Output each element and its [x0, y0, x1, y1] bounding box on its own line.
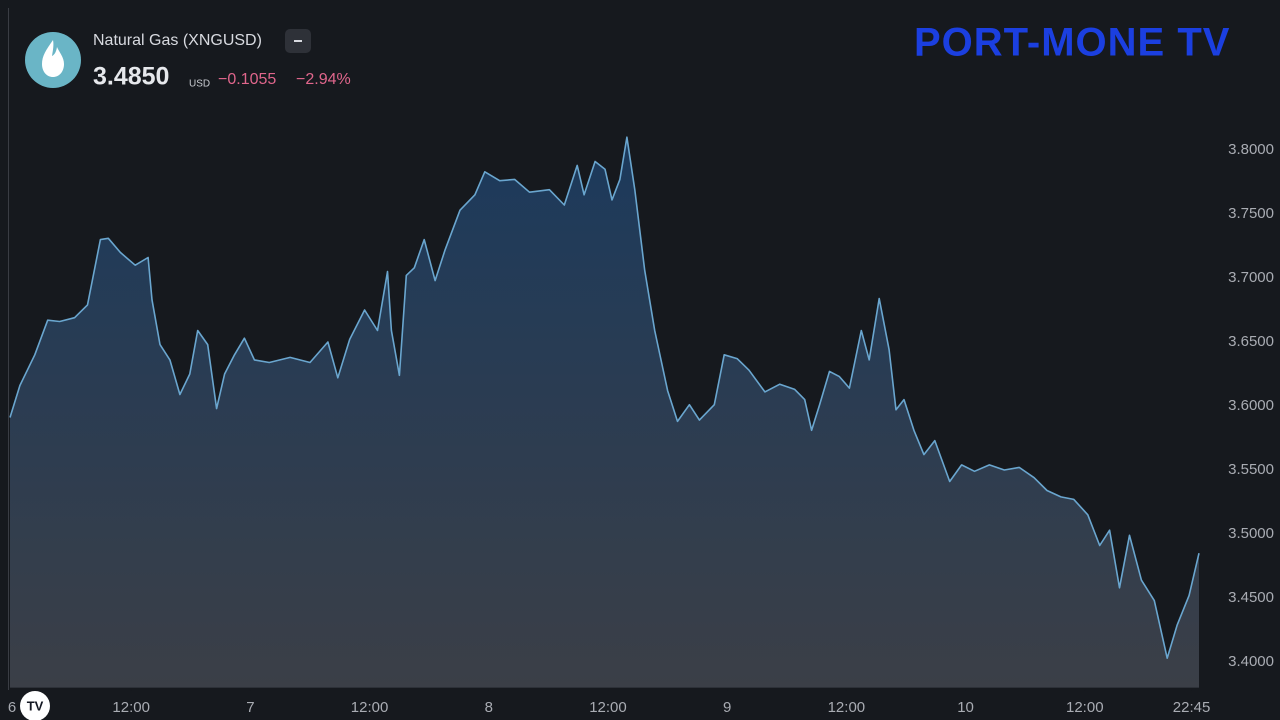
y-tick-label: 3.4500 — [1228, 589, 1274, 606]
x-tick-label: 12:00 — [351, 699, 389, 716]
currency: USD — [189, 79, 210, 90]
price: 3.4850 — [93, 63, 169, 91]
area-fill — [10, 137, 1199, 688]
change: −0.1055 — [218, 71, 276, 88]
x-tick-label: 22:45 — [1173, 699, 1211, 716]
change-percent: −2.94% — [296, 71, 351, 88]
x-tick-label: 12:00 — [112, 699, 150, 716]
y-tick-label: 3.8000 — [1228, 141, 1274, 158]
symbol-title: Natural Gas (XNGUSD) — [93, 32, 262, 49]
price-line — [9, 136, 1200, 659]
plot-area — [9, 136, 1200, 688]
flame-icon — [42, 40, 64, 77]
y-tick-label: 3.4000 — [1228, 653, 1274, 670]
x-tick-label: 12:00 — [589, 699, 627, 716]
tv-logo-mark: TV — [27, 698, 44, 713]
tv-logo — [20, 691, 50, 720]
y-tick-label: 3.7500 — [1228, 205, 1274, 222]
x-tick-label: 8 — [485, 699, 493, 716]
x-tick-label: 10 — [957, 699, 974, 716]
x-tick-label: 12:00 — [1066, 699, 1104, 716]
y-tick-label: 3.7000 — [1228, 269, 1274, 286]
y-tick-label: 3.5500 — [1228, 461, 1274, 478]
x-tick-label: 12:00 — [828, 699, 866, 716]
x-tick-label: 9 — [723, 699, 731, 716]
y-tick-label: 3.6500 — [1228, 333, 1274, 350]
y-tick-label: 3.5000 — [1228, 525, 1274, 542]
x-tick-label: 6 — [8, 699, 16, 716]
x-tick-label: 7 — [246, 699, 254, 716]
brand-logo: PORT-MONE TV — [914, 21, 1230, 65]
y-tick-label: 3.6000 — [1228, 397, 1274, 414]
